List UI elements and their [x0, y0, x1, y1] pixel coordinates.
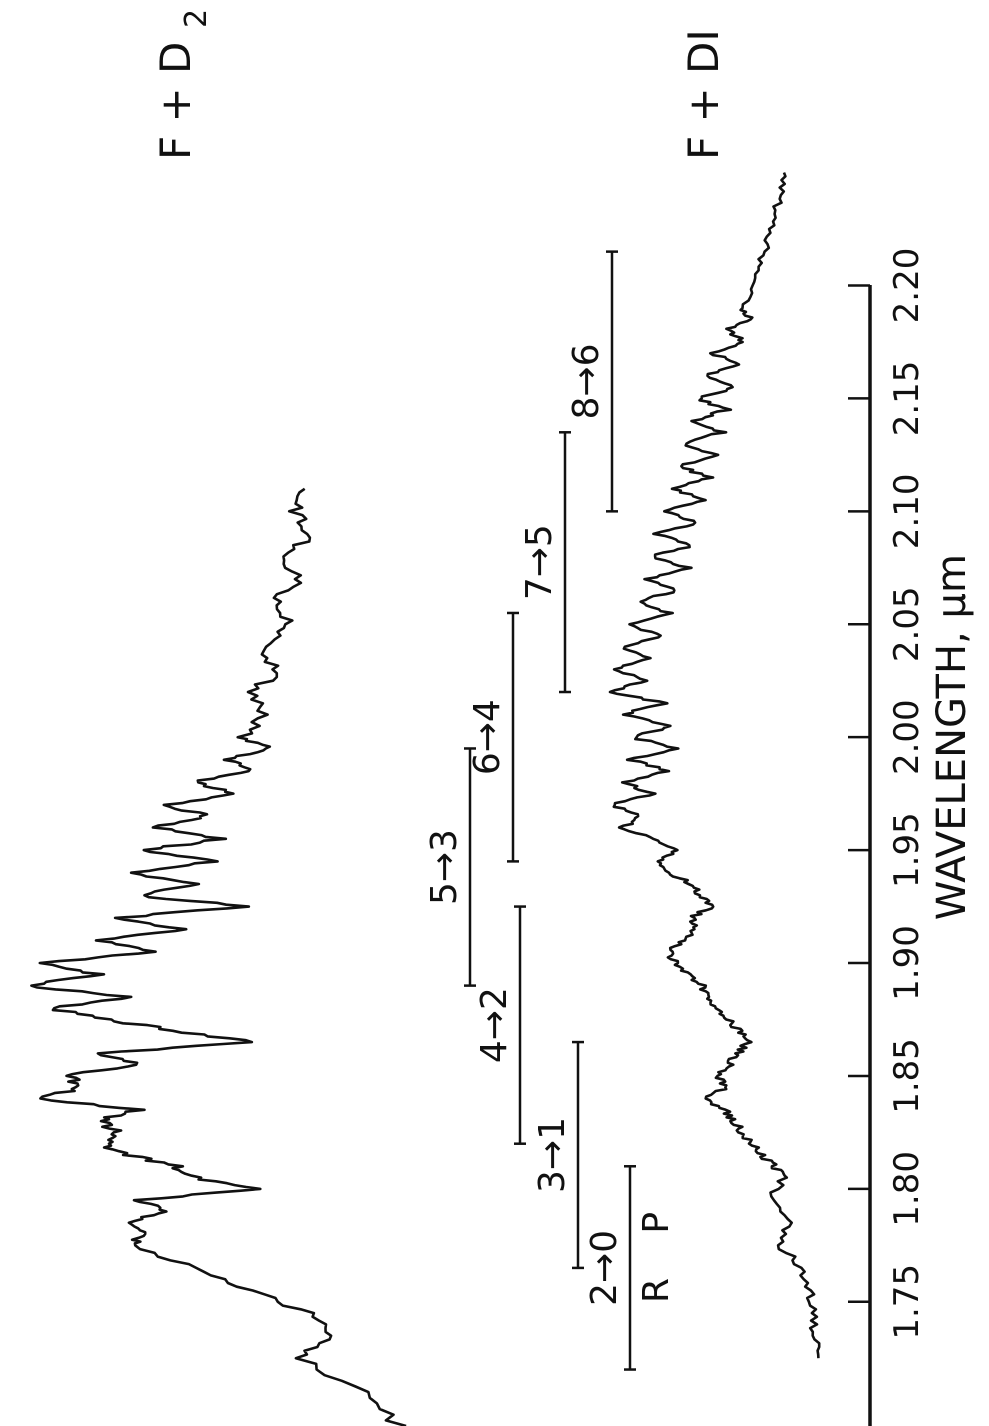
band-marker-label: 2→0: [584, 1230, 625, 1306]
x-tick-label: 2.20: [887, 248, 927, 324]
series-line-f-d2: [30, 487, 407, 1426]
series-label-f-di: F + DI: [679, 29, 728, 160]
x-tick-label: 1.95: [887, 812, 927, 888]
band-marker-label: 4→2: [474, 987, 515, 1063]
x-tick-label: 2.00: [887, 699, 927, 775]
band-marker-label: 5→3: [424, 829, 465, 905]
x-tick-label: 2.10: [887, 473, 927, 549]
x-tick-label: 1.80: [887, 1151, 927, 1227]
branch-label: P: [636, 1212, 677, 1234]
series-line-f-di: [608, 172, 821, 1359]
series-label-f-d2: F + D: [151, 42, 200, 160]
band-marker-label: 6→4: [467, 699, 508, 775]
series-label-f-d2-subscript: 2: [179, 9, 214, 28]
band-marker-label: 3→1: [532, 1117, 573, 1193]
band-marker-label: 8→6: [566, 343, 607, 419]
branch-label: R: [636, 1278, 677, 1303]
x-tick-label: 1.75: [887, 1264, 927, 1340]
x-tick-label: 2.15: [887, 361, 927, 437]
x-tick-label: 1.90: [887, 925, 927, 1001]
plot-layer: 1.75 1.80 1.85 1.90 1.95 2.00 2.05 2.10 2.15 2.20…: [30, 9, 975, 1426]
x-tick-label: 2.05: [887, 586, 927, 662]
band-marker-label: 7→5: [519, 524, 560, 600]
x-tick-label: 1.85: [887, 1038, 927, 1114]
x-axis-label: WAVELENGTH, μm: [929, 554, 975, 920]
